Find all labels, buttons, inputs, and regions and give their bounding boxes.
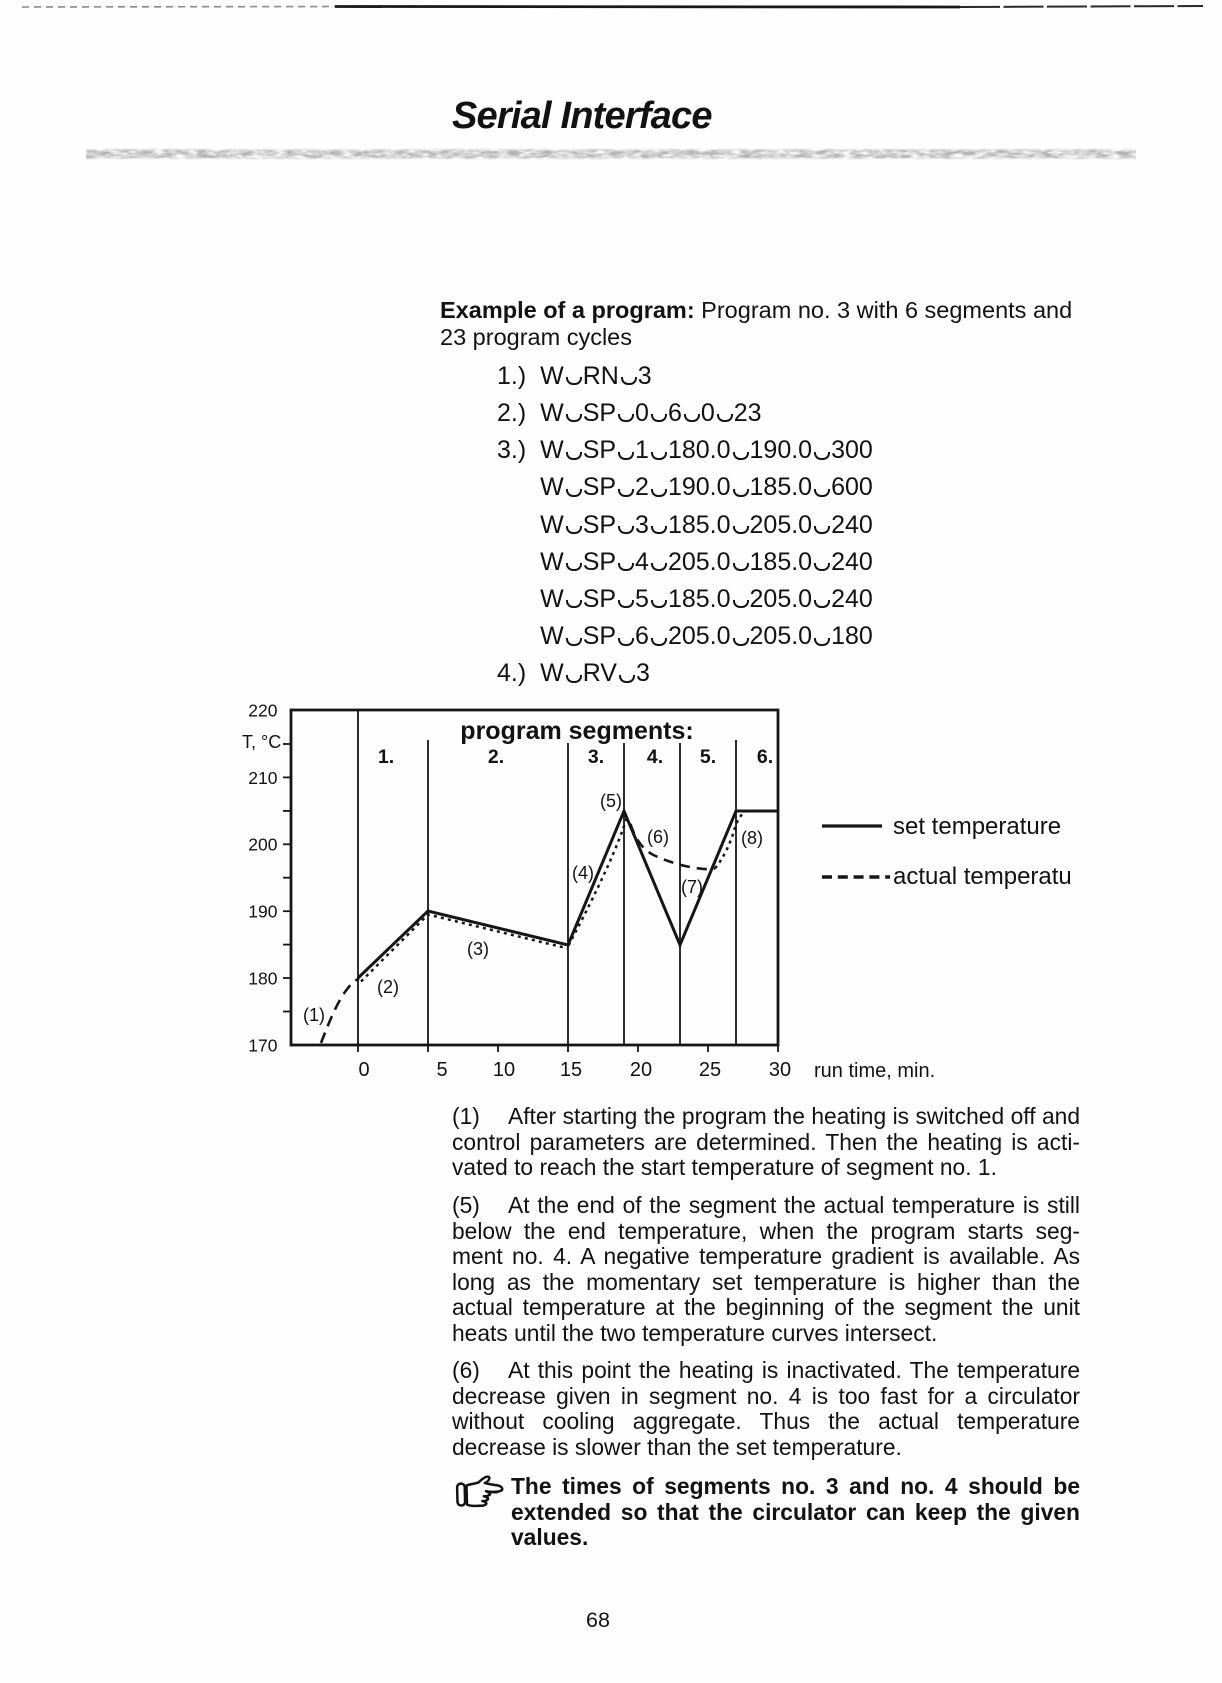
svg-text:(3): (3) [467, 939, 489, 959]
svg-text:0: 0 [358, 1059, 369, 1081]
svg-text:(1): (1) [303, 1005, 325, 1025]
svg-text:6.: 6. [757, 746, 773, 768]
svg-text:1.: 1. [378, 746, 394, 768]
svg-text:(7): (7) [681, 877, 703, 897]
svg-text:4.: 4. [647, 746, 663, 768]
svg-text:(6): (6) [647, 827, 669, 847]
svg-text:190: 190 [248, 902, 277, 922]
svg-text:10: 10 [493, 1059, 515, 1081]
svg-text:210: 210 [248, 768, 277, 788]
svg-text:15: 15 [560, 1059, 582, 1081]
svg-text:actual temperatu: actual temperatu [893, 863, 1072, 890]
svg-text:3.: 3. [588, 746, 604, 768]
svg-text:(4): (4) [572, 863, 594, 883]
svg-text:2.: 2. [488, 746, 504, 768]
svg-text:program segments:: program segments: [460, 717, 693, 745]
svg-text:180: 180 [248, 968, 277, 988]
svg-text:5: 5 [436, 1059, 447, 1081]
svg-text:(8): (8) [741, 828, 763, 848]
svg-text:25: 25 [699, 1059, 721, 1081]
svg-text:5.: 5. [700, 746, 716, 768]
svg-text:T, °C: T, °C [242, 732, 281, 752]
svg-text:set temperature: set temperature [893, 813, 1061, 840]
svg-text:run time, min.: run time, min. [814, 1060, 935, 1082]
svg-text:20: 20 [630, 1059, 652, 1081]
svg-text:220: 220 [248, 700, 277, 720]
svg-text:30: 30 [769, 1059, 791, 1081]
svg-text:(2): (2) [377, 977, 399, 997]
svg-text:200: 200 [248, 835, 277, 855]
svg-text:(5): (5) [600, 791, 622, 811]
svg-text:170: 170 [248, 1035, 277, 1055]
